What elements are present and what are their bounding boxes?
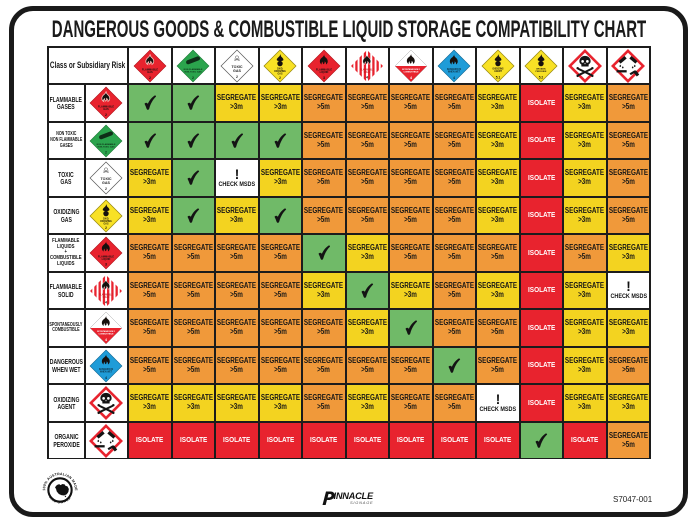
svg-text:AND OWNED: AND OWNED	[48, 496, 72, 505]
svg-text:SIGNAGE: SIGNAGE	[350, 500, 373, 505]
svg-text:INNACLE: INNACLE	[334, 491, 374, 501]
